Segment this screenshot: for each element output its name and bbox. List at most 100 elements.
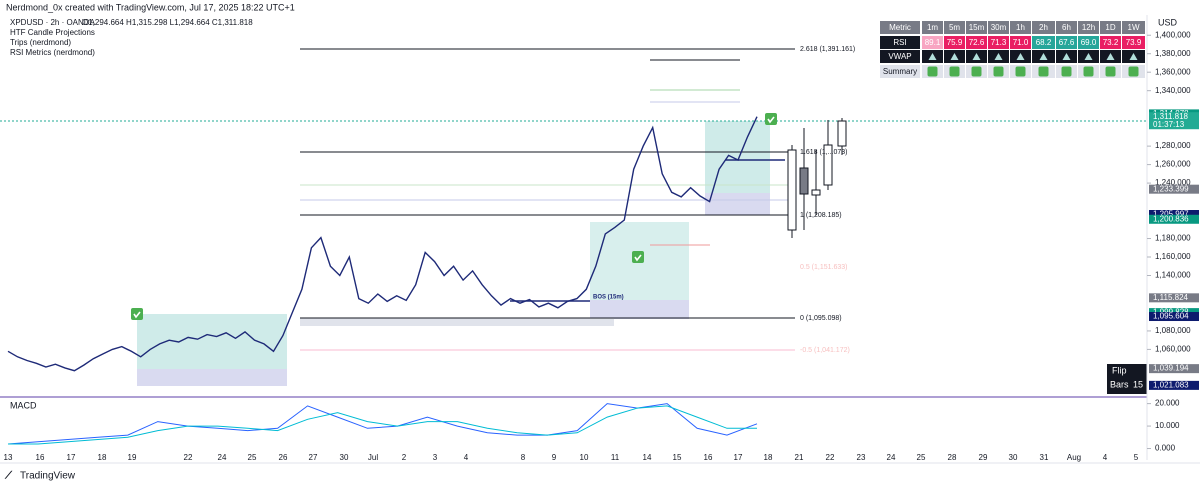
rsi-cell [1056, 36, 1077, 49]
x-tick-label: 30 [340, 453, 349, 462]
header-text: 1D [1105, 23, 1115, 32]
price-tag-label: 1,021.083 [1153, 380, 1189, 389]
symbol: XPDUSD · 2h · OANDA [10, 18, 96, 27]
header-text: 30m [991, 23, 1007, 32]
x-tick-label: 24 [887, 453, 896, 462]
rsi-cell [966, 36, 987, 49]
y-tick-label: 1,160,000 [1155, 252, 1191, 261]
vwap-icon [950, 53, 959, 60]
flip-label[interactable]: Flip [1112, 365, 1127, 375]
x-tick-label: 18 [98, 453, 107, 462]
macd-title: MACD [10, 400, 37, 410]
macd-tick-label: 0.000 [1155, 444, 1176, 453]
htf-candles [787, 118, 847, 238]
x-tick-label: 25 [917, 453, 926, 462]
rsi-table: Metric 1m 5m 15m 30m 1h 2h 6h 12h 1D 1W RSI VWAP Summ… [880, 21, 1145, 78]
row-label: VWAP [888, 52, 911, 61]
x-tick-label: 27 [309, 453, 318, 462]
annotation: 0.5 (1,151.633) [800, 264, 847, 271]
x-tick-label: 23 [857, 453, 866, 462]
price-tag-label: 1,115.824 [1153, 293, 1189, 302]
rsi-cell [1122, 36, 1145, 49]
x-tick-label: 25 [248, 453, 257, 462]
brand: TradingView [20, 471, 76, 482]
rsi-value: 73.2 [1103, 38, 1119, 47]
rsi-value: 71.3 [991, 38, 1007, 47]
zone [705, 193, 770, 215]
y-tick-label: 1,280,000 [1155, 141, 1191, 150]
header-cell [1122, 21, 1145, 34]
price-tag [1149, 112, 1199, 130]
x-tick-label: 28 [948, 453, 957, 462]
row-label: RSI [893, 38, 906, 47]
x-tick-label: 14 [643, 453, 652, 462]
x-tick-label: 26 [279, 453, 288, 462]
control-box[interactable] [1107, 364, 1147, 394]
summary-icon [993, 66, 1004, 77]
header-text: Metric [889, 23, 911, 32]
rsi-value: 69.0 [1081, 38, 1097, 47]
row-label-cell [880, 50, 920, 63]
check-icons [131, 113, 777, 320]
vwap-icon [1106, 53, 1115, 60]
price-tag [1149, 293, 1199, 303]
currency: USD [1158, 17, 1178, 27]
summary-icon [1061, 66, 1072, 77]
rsi-cell [1100, 36, 1121, 49]
rsi-value: 68.2 [1036, 38, 1052, 47]
x-tick-label: 9 [552, 453, 557, 462]
y-tick-label: 1,260,000 [1155, 160, 1191, 169]
header-cell [944, 21, 965, 34]
zone [590, 300, 689, 319]
price-tag [1149, 210, 1199, 220]
price-tag-label: 1,095.604 [1153, 312, 1189, 321]
header-cell [988, 21, 1009, 34]
x-tick-label: 5 [1134, 453, 1139, 462]
annotation: 0 (1,095.098) [800, 315, 842, 322]
x-tick-label: 31 [1040, 453, 1049, 462]
y-tick-label: 1,240,000 [1155, 178, 1191, 187]
x-tick-label: 22 [826, 453, 835, 462]
indicator: RSI Metrics (nerdmond) [10, 48, 95, 57]
summary-icon [949, 66, 960, 77]
rsi-value: 67.6 [1059, 38, 1075, 47]
bars-count: 15 [1133, 379, 1143, 389]
fib-lines [300, 48, 795, 319]
summary-icon [1083, 66, 1094, 77]
price-tag [1149, 184, 1199, 194]
row-label: Summary [883, 67, 917, 76]
header-text: 1m [927, 23, 938, 32]
y-tick-label: 1,400,000 [1155, 30, 1191, 39]
price-tag-label: 1,233.399 [1153, 184, 1189, 193]
price-tag [1149, 380, 1199, 390]
summary-icon [971, 66, 982, 77]
x-tick-label: 17 [67, 453, 76, 462]
price-line [7, 116, 758, 372]
rsi-value: 73.9 [1126, 38, 1142, 47]
vwap-icon [1129, 53, 1138, 60]
summary-icon [1015, 66, 1026, 77]
y-tick-label: 1,080,000 [1155, 326, 1191, 335]
header-text: 15m [969, 23, 985, 32]
annotation: 1.618 (1,...073) [800, 149, 847, 156]
annotation: -0.5 (1,041.172) [800, 347, 850, 354]
price-tag-label: 1,205.997 [1153, 210, 1189, 219]
header-text: 2h [1039, 23, 1048, 32]
macd-tick-label: 10.000 [1155, 421, 1180, 430]
vwap-icon [928, 53, 937, 60]
x-tick-label: 18 [764, 453, 773, 462]
header-text: 1h [1016, 23, 1025, 32]
brand-logo: ⟋ [4, 470, 13, 482]
x-tick-label: 24 [218, 453, 227, 462]
header-text: 12h [1082, 23, 1095, 32]
header-cell [1078, 21, 1099, 34]
y-tick-label: 1,060,000 [1155, 345, 1191, 354]
y-tick-label: 1,180,000 [1155, 234, 1191, 243]
header-cell [922, 21, 943, 34]
header-cell [1010, 21, 1031, 34]
zone [137, 314, 287, 369]
x-tick-label: 16 [36, 453, 45, 462]
vwap-icon [994, 53, 1003, 60]
zone [300, 318, 614, 326]
